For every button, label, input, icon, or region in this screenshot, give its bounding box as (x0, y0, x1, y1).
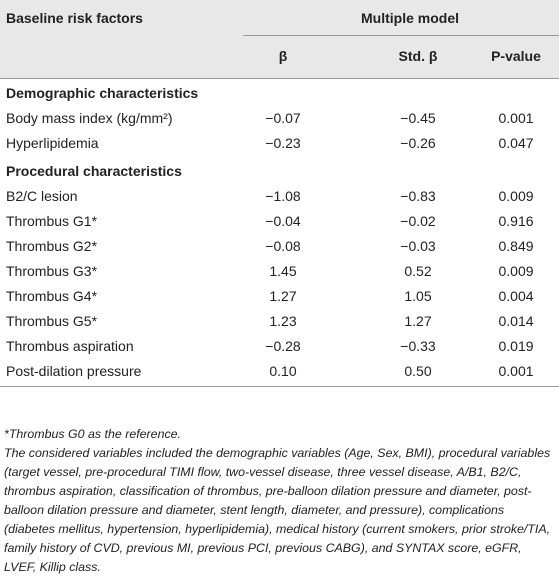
row-label: Thrombus G1* (6, 213, 98, 229)
cell: 1.45 (269, 263, 297, 279)
cell: 1.27 (404, 313, 432, 329)
cell: 0.004 (498, 288, 534, 304)
col-header: P-value (491, 48, 541, 64)
cell: 0.019 (498, 338, 534, 354)
cell: −0.83 (400, 188, 436, 204)
cell: 0.009 (498, 188, 534, 204)
cell: −0.08 (265, 238, 301, 254)
cell: 1.05 (404, 288, 432, 304)
cell: 0.50 (404, 363, 432, 379)
cell: 0.001 (498, 110, 534, 126)
cell: 0.009 (498, 263, 534, 279)
cell: 0.916 (498, 213, 534, 229)
row-label: Thrombus G4* (6, 288, 98, 304)
cell: 0.001 (498, 363, 534, 379)
cell: 1.27 (269, 288, 297, 304)
header-band (0, 0, 559, 79)
cell: −0.03 (400, 238, 436, 254)
section-title: Procedural characteristics (6, 163, 182, 179)
section-title: Demographic characteristics (6, 85, 199, 101)
row-label: Thrombus G3* (6, 263, 98, 279)
cell: −0.45 (400, 110, 436, 126)
cell: −0.02 (400, 213, 436, 229)
cell: −0.26 (400, 135, 436, 151)
header-group: Multiple model (361, 10, 459, 26)
row-label: Thrombus G2* (6, 238, 98, 254)
row-label: Hyperlipidemia (6, 135, 99, 151)
footnote: The considered variables included the de… (4, 446, 551, 574)
cell: 0.10 (269, 363, 297, 379)
cell: −1.08 (265, 188, 301, 204)
cell: 0.849 (498, 238, 534, 254)
row-label: Thrombus aspiration (6, 338, 134, 354)
footnote: *Thrombus G0 as the reference. (4, 427, 181, 441)
cell: −0.33 (400, 338, 436, 354)
bottom-rule (0, 386, 559, 387)
header-first: Baseline risk factors (6, 10, 143, 26)
cell: −0.28 (265, 338, 301, 354)
row-label: Post-dilation pressure (6, 363, 142, 379)
group-rule (243, 35, 559, 36)
col-header: β (278, 48, 288, 64)
row-label: Thrombus G5* (6, 313, 98, 329)
cell: 0.52 (404, 263, 432, 279)
cell: −0.23 (265, 135, 301, 151)
cell: 1.23 (269, 313, 297, 329)
cell: 0.047 (498, 135, 534, 151)
row-label: Body mass index (kg/mm²) (6, 110, 173, 126)
cell: −0.04 (265, 213, 301, 229)
row-label: B2/C lesion (6, 188, 78, 204)
col-header: Std. β (398, 48, 438, 64)
cell: 0.014 (498, 313, 534, 329)
cell: −0.07 (265, 110, 301, 126)
